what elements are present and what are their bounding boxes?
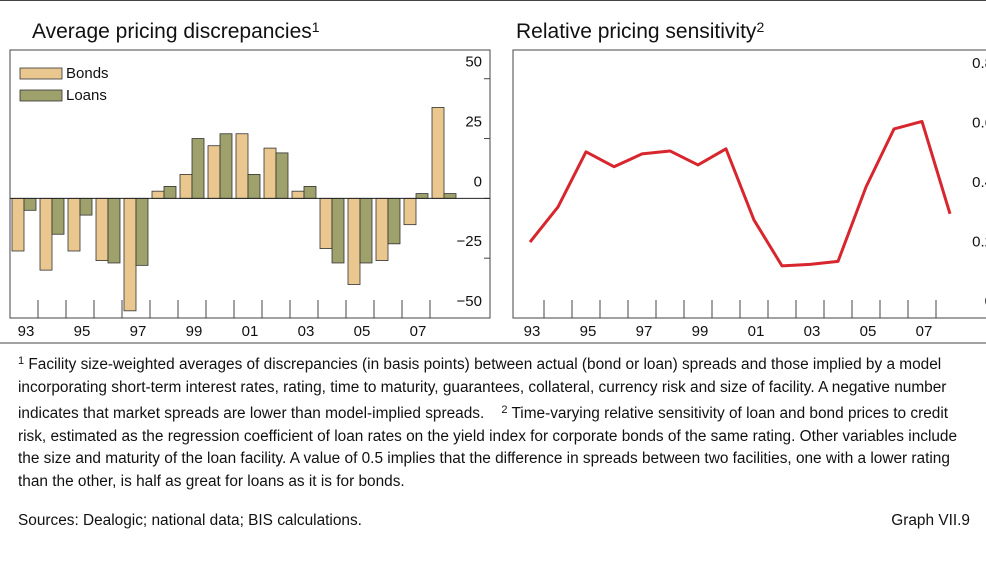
title-text: Relative pricing sensitivity bbox=[516, 20, 757, 43]
y-tick-label: 0.6 bbox=[972, 114, 986, 131]
title-text: Average pricing discrepancies bbox=[32, 20, 312, 43]
bar bbox=[291, 190, 305, 199]
x-tick-label: 07 bbox=[916, 323, 933, 340]
bar bbox=[79, 197, 93, 216]
bar bbox=[191, 138, 205, 199]
y-tick-label: 0.4 bbox=[972, 174, 986, 191]
bar bbox=[151, 190, 165, 199]
bar bbox=[207, 145, 221, 199]
y-tick-label: 50 bbox=[465, 54, 482, 71]
x-tick-label: 93 bbox=[18, 323, 35, 340]
footnote-text: Time-varying relative sensitivity of loa… bbox=[18, 405, 958, 490]
bar bbox=[163, 185, 177, 199]
title-note: 2 bbox=[756, 19, 764, 35]
footnote-mark: 1 bbox=[18, 355, 25, 367]
y-tick-label: 0 bbox=[474, 173, 482, 190]
bar bbox=[415, 193, 429, 199]
bar bbox=[375, 197, 389, 261]
y-tick-label: 25 bbox=[465, 114, 482, 131]
x-tick-label: 03 bbox=[804, 323, 821, 340]
y-tick-label: 0.2 bbox=[972, 233, 986, 250]
bar bbox=[247, 174, 261, 199]
bar bbox=[11, 197, 25, 252]
bar bbox=[219, 133, 233, 199]
bar bbox=[347, 197, 361, 285]
x-tick-label: 07 bbox=[410, 323, 427, 340]
legend-label: Loans bbox=[66, 87, 107, 104]
bar bbox=[303, 185, 317, 199]
bar bbox=[403, 197, 417, 226]
legend-label: Bonds bbox=[66, 65, 109, 82]
bar bbox=[123, 197, 137, 312]
x-tick-label: 95 bbox=[580, 323, 597, 340]
x-tick-label: 93 bbox=[524, 323, 541, 340]
charts: Average pricing discrepancies1 −50 −25 0 25 5… bbox=[0, 0, 986, 344]
footnote: 1 Facility size-weighted averages of dis… bbox=[18, 355, 947, 423]
bar bbox=[107, 197, 121, 264]
bar bbox=[235, 133, 249, 199]
y-tick-label: 0 bbox=[985, 293, 986, 310]
graph-label: Graph VII.9 bbox=[891, 512, 970, 529]
bar bbox=[431, 107, 445, 199]
bar bbox=[179, 174, 193, 199]
x-tick-label: 01 bbox=[748, 323, 765, 340]
bar bbox=[443, 193, 457, 199]
chart-title: Relative pricing sensitivity2 bbox=[516, 19, 764, 43]
x-tick-label: 99 bbox=[186, 323, 203, 340]
bar bbox=[95, 197, 109, 261]
bar bbox=[319, 197, 333, 250]
footnotes: 1 Facility size-weighted averages of dis… bbox=[18, 350, 978, 494]
x-tick-label: 05 bbox=[860, 323, 877, 340]
bar bbox=[67, 197, 81, 252]
y-tick-label: −25 bbox=[457, 233, 482, 250]
bar bbox=[275, 152, 289, 199]
bar bbox=[359, 197, 373, 264]
x-tick-label: 95 bbox=[74, 323, 91, 340]
bar bbox=[23, 197, 37, 211]
y-tick-label: 0.8 bbox=[972, 55, 986, 72]
title-note: 1 bbox=[312, 19, 320, 35]
bar bbox=[39, 197, 53, 271]
x-tick-label: 97 bbox=[130, 323, 147, 340]
footnote: 2 Time-varying relative sensitivity of l… bbox=[18, 404, 958, 490]
legend-swatch bbox=[19, 89, 63, 102]
sources: Sources: Dealogic; national data; BIS ca… bbox=[18, 512, 362, 529]
footnote-text: Facility size-weighted averages of discr… bbox=[18, 356, 947, 423]
bar bbox=[331, 197, 345, 264]
bar bbox=[263, 147, 277, 199]
x-tick-label: 01 bbox=[242, 323, 259, 340]
plot-frame bbox=[512, 49, 986, 319]
plot-frame bbox=[9, 49, 491, 319]
bar bbox=[135, 197, 149, 266]
chart-title: Average pricing discrepancies1 bbox=[32, 19, 320, 43]
bar bbox=[387, 197, 401, 245]
x-tick-label: 99 bbox=[692, 323, 709, 340]
footnote-mark: 2 bbox=[501, 404, 508, 417]
x-tick-label: 97 bbox=[636, 323, 653, 340]
x-tick-label: 03 bbox=[298, 323, 315, 340]
x-tick-label: 05 bbox=[354, 323, 371, 340]
bar bbox=[51, 197, 65, 235]
y-tick-label: −50 bbox=[457, 293, 482, 310]
line bbox=[528, 119, 952, 268]
legend-swatch bbox=[19, 67, 63, 80]
